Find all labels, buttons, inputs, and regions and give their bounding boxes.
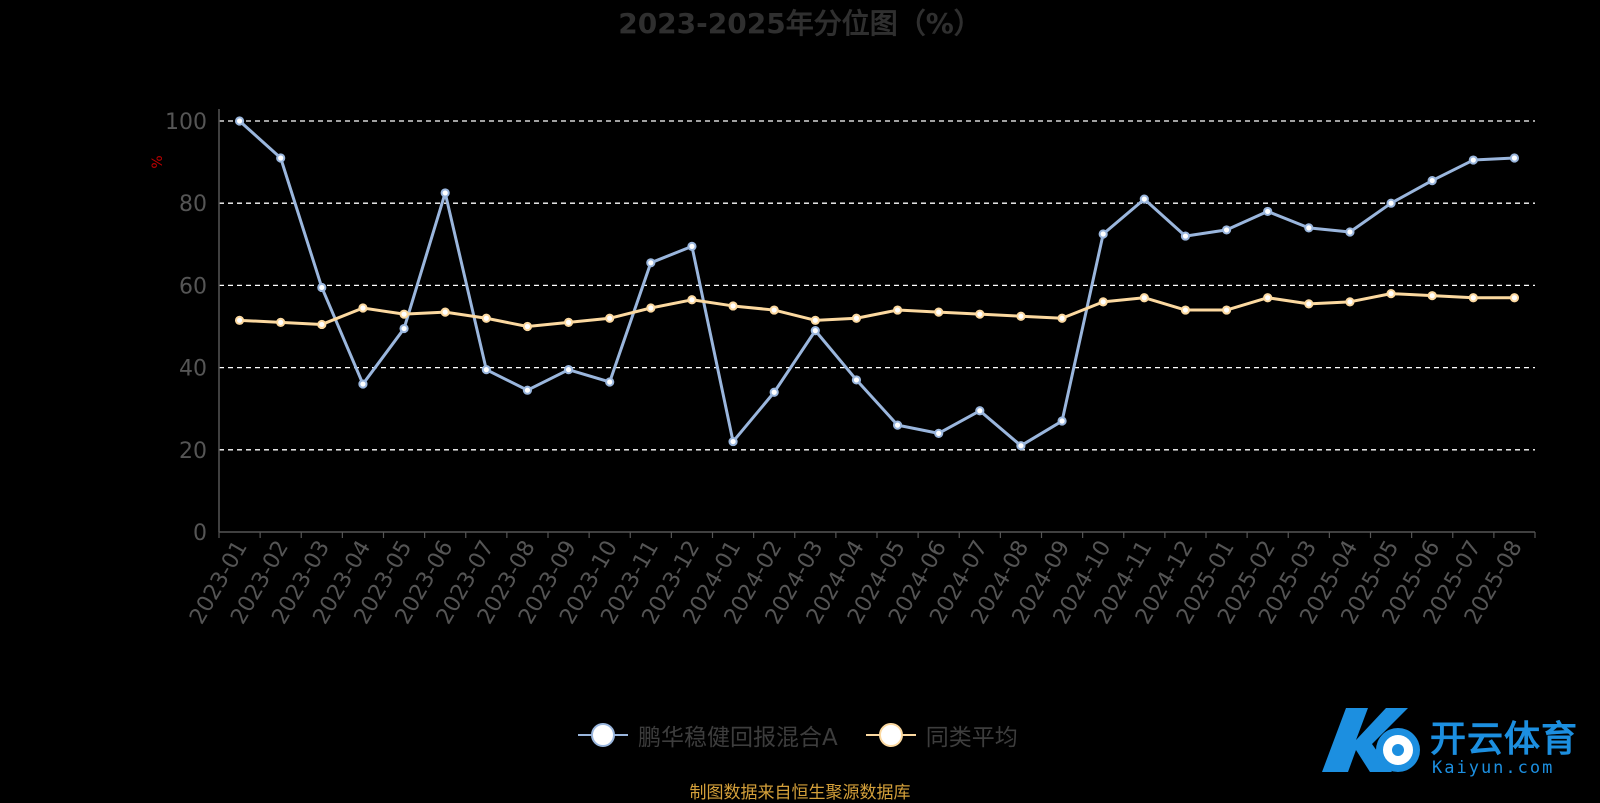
legend-swatch-fund [578,722,628,748]
data-point-average [440,307,450,317]
data-point-fund [563,365,574,375]
watermark-subtext: Kaiyun.com [1432,758,1555,778]
y-tick-label: 0 [193,521,207,546]
data-point-fund [1221,225,1232,235]
data-point-average [851,313,862,323]
data-point-average [563,317,574,327]
data-point-fund [1345,227,1355,237]
data-point-fund [728,436,738,447]
legend-label-average: 同类平均 [925,725,1018,751]
data-point-fund [1139,194,1149,204]
data-point-fund [399,323,409,334]
data-point-average [1386,289,1396,299]
data-point-average [1468,293,1478,303]
data-point-fund [605,377,615,387]
data-point-fund [358,379,368,389]
source-note: 制图数据来自恒生聚源数据库 [689,783,911,803]
chart-title: 2023-2025年分位图（%） [618,7,982,40]
data-point-average [1016,311,1026,321]
data-point-fund [687,241,697,251]
watermark-logo-icon [1322,708,1420,772]
series-line-fund [238,119,1515,448]
data-point-fund [317,282,327,293]
data-point-average [1057,313,1067,323]
data-point-average [810,315,820,325]
data-point-average [605,313,615,323]
line-chart: 020406080100%2023-012023-022023-032023-0… [150,109,1536,629]
data-point-fund [1304,223,1314,233]
y-tick-label: 80 [179,192,207,217]
legend-label-fund: 鹏华稳健回报混合A [638,725,838,751]
data-point-average [1139,293,1149,303]
data-point-average [1509,293,1520,303]
data-point-average [646,303,656,313]
data-point-fund [481,365,491,375]
y-tick-label: 20 [179,439,207,464]
data-point-fund [1427,175,1437,186]
data-point-average [687,295,697,305]
data-point-fund [1263,206,1273,217]
data-point-fund [440,188,450,198]
data-point-average [1180,305,1191,315]
data-point-fund [234,116,245,126]
data-point-average [769,305,779,315]
y-tick-label: 100 [165,110,207,135]
data-point-fund [1509,153,1520,163]
data-point-fund [1180,231,1191,241]
y-axis-unit-label: % [150,155,166,168]
data-point-average [481,313,491,323]
data-point-average [1304,299,1314,309]
data-point-average [1263,293,1273,303]
legend-swatch-average [865,722,916,748]
data-point-average [975,309,985,319]
data-point-fund [1098,229,1108,239]
data-point-fund [522,385,533,395]
data-point-average [358,303,368,313]
data-point-average [317,319,327,330]
data-point-average [1427,291,1437,301]
data-point-fund [892,420,903,430]
data-point-fund [1468,155,1478,165]
data-point-average [234,315,245,325]
data-point-average [728,301,738,311]
data-point-fund [851,375,862,385]
chart-legend: 鹏华稳健回报混合A 同类平均 [578,718,1046,752]
y-tick-label: 60 [179,274,207,299]
data-point-average [399,309,409,319]
data-point-fund [975,406,985,416]
y-tick-label: 40 [179,357,207,382]
data-point-average [522,321,533,332]
data-point-average [276,317,286,327]
data-point-fund [276,153,286,163]
legend-item-average[interactable]: 同类平均 [865,718,1018,752]
data-point-fund [810,326,820,336]
data-point-fund [1386,198,1396,208]
data-point-average [1221,305,1232,315]
data-point-average [1098,297,1108,307]
data-point-fund [769,387,779,397]
data-point-fund [1057,416,1067,426]
data-point-fund [1016,441,1026,451]
data-point-average [934,307,944,317]
legend-item-fund[interactable]: 鹏华稳健回报混合A [578,718,838,752]
series-line-average [239,292,1515,328]
data-point-average [1345,297,1355,307]
watermark-text: 开云体育 [1430,719,1579,760]
data-point-average [892,305,903,315]
data-point-fund [934,428,944,438]
data-point-fund [646,258,656,268]
